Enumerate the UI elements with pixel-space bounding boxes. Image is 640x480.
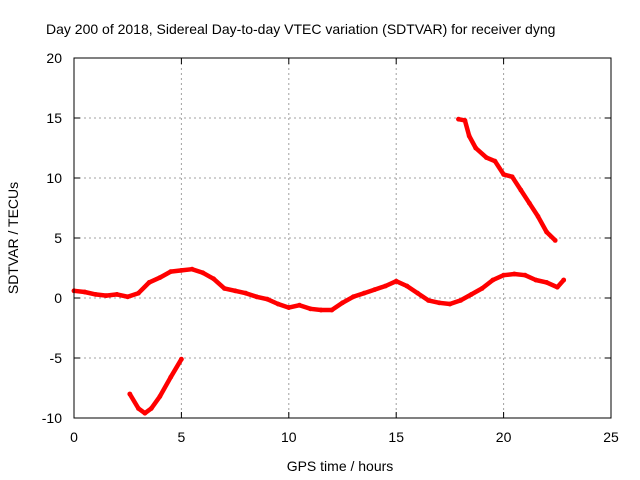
data-point xyxy=(479,286,485,291)
data-point xyxy=(361,290,367,296)
data-point xyxy=(318,307,324,313)
data-point xyxy=(469,292,474,297)
data-point xyxy=(501,272,506,278)
data-point xyxy=(148,406,154,411)
data-point xyxy=(554,284,560,290)
series-line-sdtvar-late-high xyxy=(456,116,558,243)
data-point xyxy=(211,276,217,282)
data-point xyxy=(544,280,549,285)
data-point xyxy=(168,374,174,380)
data-point xyxy=(447,301,453,307)
chart-title: Day 200 of 2018, Sidereal Day-to-day VTE… xyxy=(46,21,555,37)
data-point xyxy=(254,294,259,300)
data-point xyxy=(157,275,163,280)
data-point xyxy=(456,116,461,122)
x-tick-label: 25 xyxy=(603,429,619,445)
y-axis-label: SDTVAR / TECUs xyxy=(5,182,21,294)
y-tick-label: -5 xyxy=(50,350,63,366)
data-point xyxy=(552,238,558,243)
data-point xyxy=(490,277,496,283)
data-point xyxy=(222,286,227,291)
data-point xyxy=(492,158,498,164)
data-point xyxy=(297,302,302,308)
data-point xyxy=(535,214,541,219)
data-point xyxy=(168,269,174,274)
data-point xyxy=(350,294,356,300)
data-point xyxy=(243,290,249,296)
x-axis: 0 5 10 15 20 25 xyxy=(70,58,619,445)
data-point xyxy=(329,307,335,313)
x-tick-label: 20 xyxy=(496,429,512,445)
data-point xyxy=(307,306,313,312)
data-point xyxy=(275,301,281,307)
data-point xyxy=(146,280,152,285)
data-point xyxy=(462,118,468,123)
x-tick-label: 10 xyxy=(281,429,297,445)
x-tick-label: 5 xyxy=(178,429,186,445)
data-point xyxy=(264,296,270,302)
data-point xyxy=(157,394,163,399)
data-point xyxy=(93,292,98,297)
y-tick-label: 20 xyxy=(46,50,62,66)
data-point xyxy=(232,288,238,294)
data-point xyxy=(533,277,539,283)
data-point xyxy=(527,200,532,206)
data-point xyxy=(383,283,388,289)
data-point xyxy=(179,356,184,362)
data-point xyxy=(372,287,378,292)
series-layer xyxy=(71,116,567,416)
data-point xyxy=(458,298,463,303)
series-line-sdtvar-early-dip xyxy=(127,356,184,416)
data-point xyxy=(127,391,133,397)
data-point xyxy=(114,292,120,297)
data-point xyxy=(142,410,148,416)
data-point xyxy=(286,305,292,310)
data-point xyxy=(426,298,431,303)
data-point xyxy=(518,187,524,193)
y-tick-label: 0 xyxy=(54,290,62,306)
data-point xyxy=(82,289,88,295)
data-point xyxy=(103,293,109,298)
data-point xyxy=(522,272,528,278)
grid xyxy=(74,58,611,418)
data-point xyxy=(466,133,472,139)
data-point xyxy=(436,300,442,306)
data-point xyxy=(179,268,184,273)
series-line-sdtvar-main xyxy=(71,266,566,313)
data-point xyxy=(561,277,567,283)
y-tick-label: 15 xyxy=(46,110,62,126)
x-axis-label: GPS time / hours xyxy=(287,458,394,474)
data-point xyxy=(125,294,131,300)
data-point xyxy=(340,300,345,306)
data-point xyxy=(509,174,515,180)
data-point xyxy=(473,145,479,151)
data-point xyxy=(189,266,195,272)
y-tick-label: 5 xyxy=(54,230,62,246)
data-point xyxy=(484,155,489,161)
data-point xyxy=(415,290,421,296)
y-tick-label: 10 xyxy=(46,170,62,186)
data-point xyxy=(501,172,506,177)
data-point xyxy=(393,278,399,284)
x-tick-label: 0 xyxy=(70,429,78,445)
data-point xyxy=(200,270,206,276)
data-point xyxy=(136,406,141,411)
data-point xyxy=(404,283,410,289)
y-axis: -10 -5 0 5 10 15 20 xyxy=(42,50,611,426)
x-tick-label: 15 xyxy=(388,429,404,445)
y-tick-label: -10 xyxy=(42,410,62,426)
data-point xyxy=(136,290,141,296)
data-point xyxy=(511,271,517,277)
data-point xyxy=(544,229,549,235)
